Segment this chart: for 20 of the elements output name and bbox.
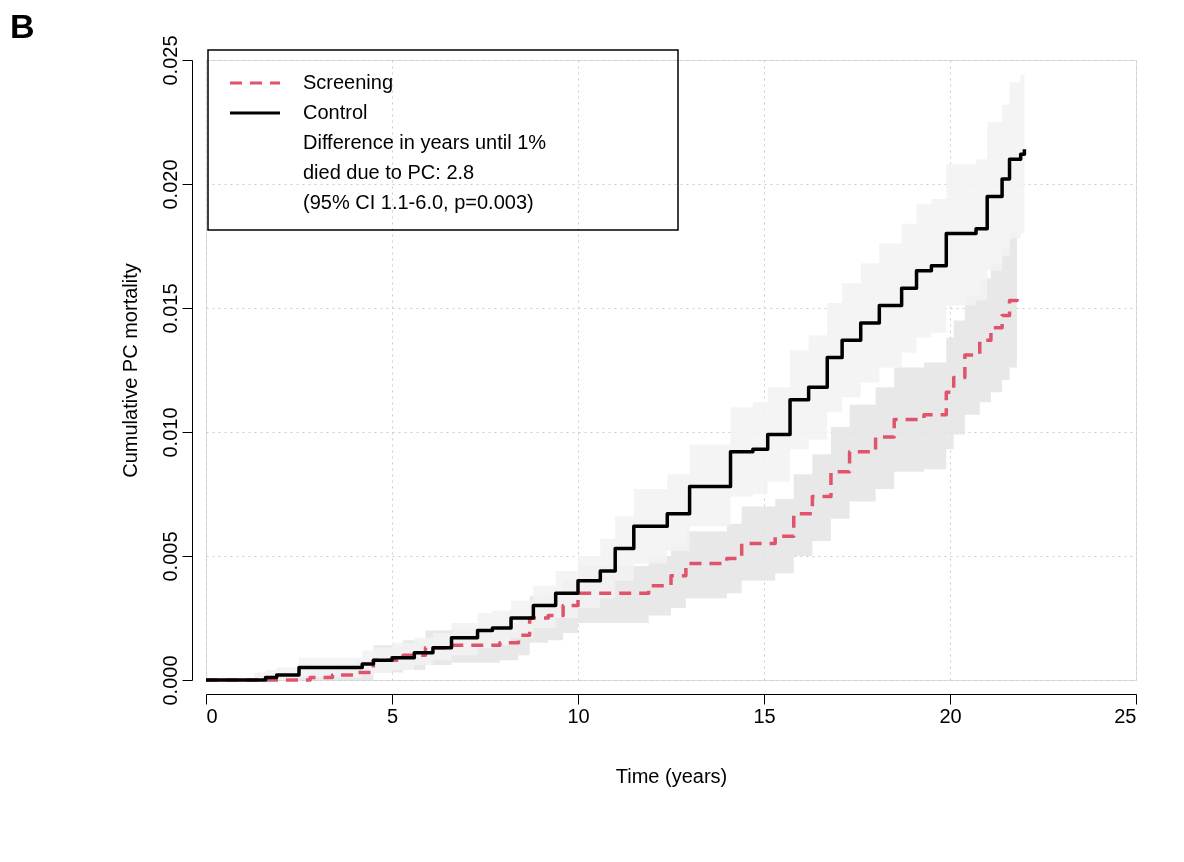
y-tick-label: 0.000: [158, 655, 181, 706]
x-tick-label: 10: [567, 704, 590, 727]
y-axis-title: Cumulative PC mortality: [118, 263, 141, 478]
annotation: (95% CI 1.1-6.0, p=0.003): [303, 191, 534, 213]
y-tick-label: 0.020: [158, 159, 181, 210]
x-axis-title: Time (years): [615, 764, 728, 787]
y-tick-label: 0.005: [158, 531, 181, 582]
x-tick-label: 5: [386, 704, 399, 727]
x-tick-label: 0: [206, 704, 218, 727]
y-tick-label: 0.025: [158, 35, 181, 86]
annotation: died due to PC: 2.8: [303, 161, 475, 183]
chart-title: B: [10, 6, 35, 45]
x-tick-label: 25: [1114, 704, 1137, 727]
x-tick-label: 15: [753, 704, 776, 727]
x-tick-label: 20: [939, 704, 962, 727]
legend-label: Control: [303, 101, 368, 123]
legend-label: Screening: [303, 71, 394, 93]
annotation: Difference in years until 1%: [303, 131, 547, 153]
y-tick-label: 0.010: [158, 407, 181, 458]
y-tick-label: 0.015: [158, 283, 181, 334]
